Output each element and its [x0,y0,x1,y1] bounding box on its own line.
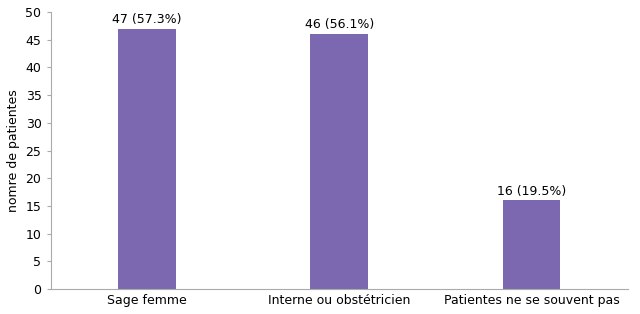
Bar [310,34,368,289]
Text: 47 (57.3%): 47 (57.3%) [112,13,182,26]
Bar [118,29,175,289]
Y-axis label: nomre de patientes: nomre de patientes [7,89,20,212]
Bar [503,200,561,289]
Text: 16 (19.5%): 16 (19.5%) [497,185,566,198]
Text: 46 (56.1%): 46 (56.1%) [305,18,374,31]
